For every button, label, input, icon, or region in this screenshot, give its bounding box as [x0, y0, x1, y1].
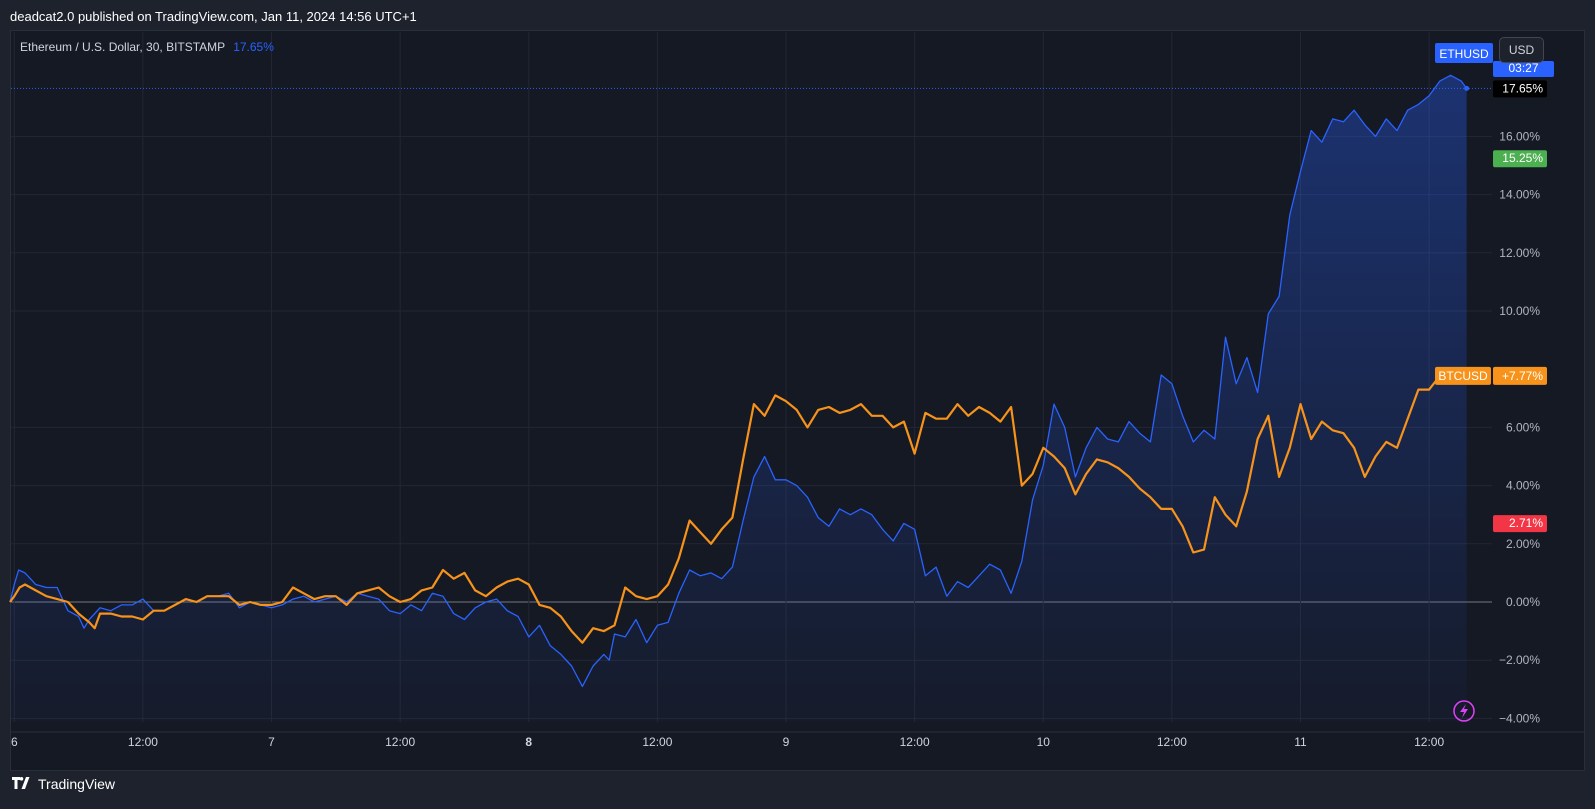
series-areas — [10, 75, 1467, 723]
y-tick-label: 4.00% — [1506, 479, 1540, 493]
tradingview-logo-icon — [12, 776, 34, 792]
price-label: 2.71% — [1493, 515, 1547, 533]
svg-text:2.71%: 2.71% — [1509, 516, 1543, 530]
header-bar: deadcat2.0 published on TradingView.com,… — [0, 0, 1595, 32]
svg-text:BTCUSD: BTCUSD — [1438, 369, 1488, 383]
x-tick-label: 6 — [11, 735, 18, 749]
x-axis: 6 12:00 7 12:00 8 12:00 9 12:00 10 12:00 11 12:00 — [11, 731, 1584, 749]
y-tick-label: 16.00% — [1499, 129, 1540, 143]
footer-brand[interactable]: TradingView — [12, 776, 115, 792]
lightning-icon[interactable] — [1453, 700, 1475, 722]
price-label: 17.65% — [1493, 80, 1547, 98]
legend-change: 17.65% — [233, 40, 274, 54]
svg-text:03:27: 03:27 — [1508, 61, 1538, 75]
svg-text:+7.77%: +7.77% — [1502, 369, 1543, 383]
eth-name-tag: ETHUSD — [1435, 43, 1493, 63]
y-tick-label: −4.00% — [1499, 711, 1540, 725]
price-labels: ETHUSD 03:27 17.65% 15.25% 2.71% BTCUSD +7.77% — [1435, 43, 1554, 722]
y-tick-label: 6.00% — [1506, 420, 1540, 434]
x-tick-label: 12:00 — [1157, 735, 1187, 749]
btc-name-tag: BTCUSD — [1435, 366, 1491, 385]
x-tick-label: 12:00 — [642, 735, 672, 749]
eth-value-tag: 03:27 — [1493, 61, 1554, 77]
y-tick-label: 10.00% — [1499, 304, 1540, 318]
publish-info: deadcat2.0 published on TradingView.com,… — [10, 8, 417, 24]
btcusd-line — [9, 375, 1441, 644]
svg-text:15.25%: 15.25% — [1502, 151, 1543, 165]
y-axis: 16.00% 14.00% 12.00% 10.00% 6.00% 4.00% 2.00% 0… — [1499, 129, 1540, 725]
legend-symbol: Ethereum / U.S. Dollar, 30, BITSTAMP — [20, 40, 226, 54]
svg-text:ETHUSD: ETHUSD — [1439, 47, 1489, 61]
currency-button[interactable]: USD — [1499, 37, 1544, 63]
eth-area — [10, 75, 1467, 723]
x-tick-label: 12:00 — [900, 735, 930, 749]
price-label: 15.25% — [1493, 150, 1547, 168]
x-tick-label: 10 — [1037, 735, 1051, 749]
x-tick-label: 12:00 — [385, 735, 415, 749]
footer-brand-label: TradingView — [38, 776, 116, 792]
x-tick-label: 12:00 — [1414, 735, 1444, 749]
series-lines — [9, 74, 1470, 688]
y-tick-label: −2.00% — [1499, 653, 1540, 667]
x-tick-label: 11 — [1294, 735, 1307, 749]
btc-value-tag: +7.77% — [1493, 366, 1547, 385]
x-tick-label: 9 — [783, 735, 790, 749]
y-tick-label: 2.00% — [1506, 537, 1540, 551]
x-tick-label: 8 — [525, 735, 532, 749]
y-tick-label: 14.00% — [1499, 188, 1540, 202]
y-tick-label: 12.00% — [1499, 246, 1540, 260]
eth-last-point — [1464, 85, 1470, 91]
chart-legend: Ethereum / U.S. Dollar, 30, BITSTAMP 17.… — [20, 40, 274, 54]
svg-text:17.65%: 17.65% — [1502, 81, 1543, 95]
x-tick-label: 7 — [268, 735, 275, 749]
x-tick-label: 12:00 — [128, 735, 158, 749]
y-tick-label: 0.00% — [1506, 595, 1540, 609]
